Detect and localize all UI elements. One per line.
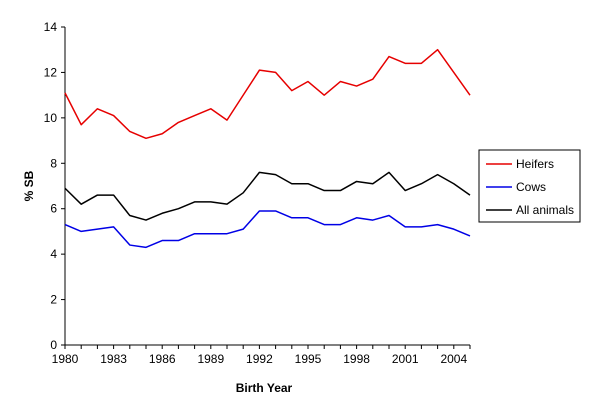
x-tick-label: 2001	[392, 352, 419, 366]
legend-label-cows: Cows	[516, 180, 546, 194]
y-tick-label: 0	[50, 338, 57, 352]
x-axis-title: Birth Year	[236, 381, 293, 395]
x-tick-label: 1986	[149, 352, 176, 366]
y-axis-title: % SB	[22, 170, 36, 201]
legend: Heifers Cows All animals	[478, 149, 581, 223]
y-tick-label: 8	[50, 156, 57, 170]
series-line-all-animals	[64, 171, 471, 221]
x-axis-ticks: 1980 1983 1986 1989 1992 1995 1998 2001 2004	[52, 345, 471, 366]
x-tick-label: 1998	[343, 352, 370, 366]
x-tick-label: 2004	[440, 352, 467, 366]
legend-label-all-animals: All animals	[516, 203, 574, 217]
series-layer	[64, 48, 471, 249]
legend-label-heifers: Heifers	[516, 157, 554, 171]
x-tick-label: 1989	[197, 352, 224, 366]
y-tick-label: 4	[50, 247, 57, 261]
y-tick-label: 14	[44, 20, 58, 34]
y-tick-label: 6	[50, 202, 57, 216]
y-tick-label: 2	[50, 293, 57, 307]
y-axis-ticks: 0 2 4 6 8 10 12 14	[44, 20, 65, 352]
x-tick-label: 1992	[246, 352, 273, 366]
series-line-cows	[64, 210, 471, 249]
y-tick-label: 10	[44, 111, 58, 125]
y-tick-label: 12	[44, 65, 58, 79]
x-tick-label: 1995	[295, 352, 322, 366]
x-tick-label: 1980	[52, 352, 79, 366]
axes	[64, 27, 470, 346]
series-line-heifers	[64, 48, 471, 140]
x-tick-label: 1983	[100, 352, 127, 366]
